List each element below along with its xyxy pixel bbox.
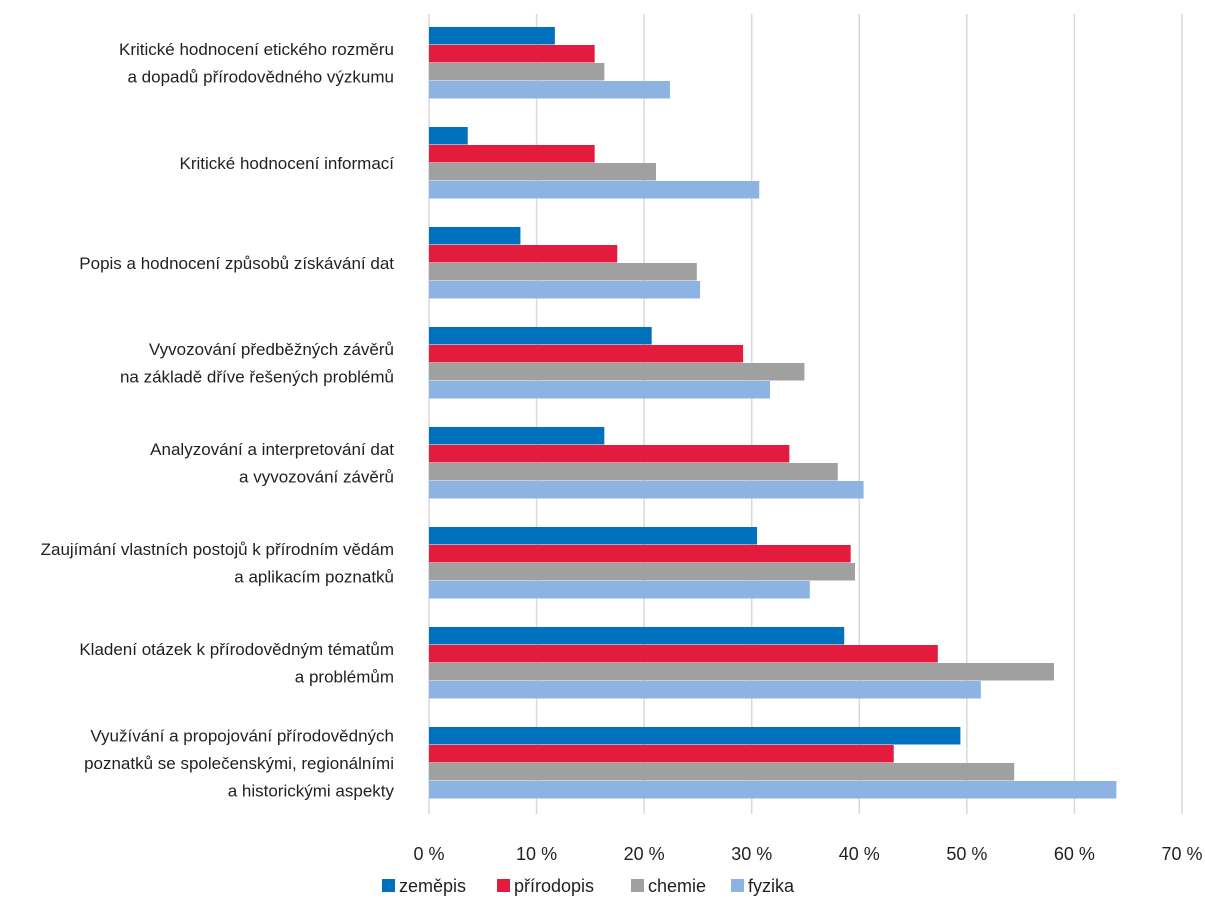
bar-přírodopis-4 bbox=[429, 345, 744, 363]
bar-zeměpis-8 bbox=[429, 727, 961, 745]
category-label-7: Kladení otázek k přírodovědným tématům a … bbox=[79, 640, 394, 687]
category-label-line: Zaujímání vlastních postojů k přírodním … bbox=[41, 540, 394, 559]
bar-chemie-4 bbox=[429, 363, 805, 381]
bar-přírodopis-2 bbox=[429, 145, 595, 163]
category-label-line: a problémům bbox=[295, 668, 394, 687]
bar-fyzika-4 bbox=[429, 381, 771, 399]
bars bbox=[429, 27, 1117, 799]
legend-label-fyzika: fyzika bbox=[748, 876, 795, 896]
category-label-6: Zaujímání vlastních postojů k přírodním … bbox=[41, 540, 394, 587]
bar-chemie-1 bbox=[429, 63, 605, 81]
category-label-line: a aplikacím poznatků bbox=[234, 568, 394, 587]
x-tick-label-70: 70 % bbox=[1161, 844, 1202, 864]
category-label-5: Analyzování a interpretování dat a vyvozo… bbox=[150, 440, 394, 487]
category-label-8: Využívání a propojování přírodovědných po… bbox=[84, 726, 394, 800]
bar-zeměpis-4 bbox=[429, 327, 652, 345]
bar-chemie-3 bbox=[429, 263, 697, 281]
x-axis-tick-labels: 0 % 10 % 20 % 30 % 40 % 50 % 60 % 70 % bbox=[413, 844, 1202, 864]
bar-zeměpis-5 bbox=[429, 427, 605, 445]
legend: zeměpis přírodopis chemie fyzika bbox=[382, 876, 795, 896]
x-tick-label-30: 30 % bbox=[731, 844, 772, 864]
bar-přírodopis-5 bbox=[429, 445, 790, 463]
legend-label-zeměpis: zeměpis bbox=[399, 876, 466, 896]
category-label-line: Využívání a propojování přírodovědných bbox=[90, 726, 394, 745]
category-label-line: a historickými aspekty bbox=[228, 781, 395, 800]
bar-fyzika-6 bbox=[429, 581, 810, 599]
category-label-line: a dopadů přírodovědného výzkumu bbox=[127, 68, 394, 87]
bar-fyzika-7 bbox=[429, 681, 981, 699]
category-label-line: Analyzování a interpretování dat bbox=[150, 440, 394, 459]
category-label-line: na základě dříve řešených problémů bbox=[120, 368, 394, 387]
bar-přírodopis-3 bbox=[429, 245, 618, 263]
category-label-3: Popis a hodnocení způsobů získávání dat bbox=[79, 254, 394, 273]
legend-swatch-chemie bbox=[631, 879, 644, 892]
category-label-1: Kritické hodnocení etického rozměru a dop… bbox=[119, 40, 394, 87]
category-label-line: a vyvozování závěrů bbox=[239, 468, 394, 487]
category-label-line: Kladení otázek k přírodovědným tématům bbox=[79, 640, 394, 659]
bar-přírodopis-1 bbox=[429, 45, 595, 63]
bar-přírodopis-6 bbox=[429, 545, 851, 563]
legend-label-chemie: chemie bbox=[648, 876, 706, 896]
bar-fyzika-3 bbox=[429, 281, 701, 299]
category-label-line: Vyvozování předběžných závěrů bbox=[149, 340, 394, 359]
bar-zeměpis-1 bbox=[429, 27, 555, 45]
x-tick-label-20: 20 % bbox=[624, 844, 665, 864]
bar-zeměpis-3 bbox=[429, 227, 521, 245]
category-labels: Kritické hodnocení etického rozměru a dop… bbox=[41, 40, 395, 800]
bar-fyzika-1 bbox=[429, 81, 670, 99]
bar-zeměpis-2 bbox=[429, 127, 468, 145]
bar-chemie-6 bbox=[429, 563, 855, 581]
x-tick-label-10: 10 % bbox=[516, 844, 557, 864]
bar-chemie-5 bbox=[429, 463, 838, 481]
x-tick-label-50: 50 % bbox=[946, 844, 987, 864]
bar-fyzika-5 bbox=[429, 481, 864, 499]
category-label-4: Vyvozování předběžných závěrů na základě … bbox=[120, 340, 394, 387]
category-label-2: Kritické hodnocení informací bbox=[180, 154, 395, 173]
legend-swatch-přírodopis bbox=[497, 879, 510, 892]
bar-fyzika-2 bbox=[429, 181, 760, 199]
bar-chemie-8 bbox=[429, 763, 1015, 781]
category-label-line: poznatků se společenskými, regionálními bbox=[84, 754, 394, 773]
x-tick-label-60: 60 % bbox=[1054, 844, 1095, 864]
bar-přírodopis-7 bbox=[429, 645, 938, 663]
legend-swatch-fyzika bbox=[731, 879, 744, 892]
bar-chemie-2 bbox=[429, 163, 656, 181]
legend-label-přírodopis: přírodopis bbox=[514, 876, 594, 896]
bar-chemie-7 bbox=[429, 663, 1054, 681]
bar-zeměpis-7 bbox=[429, 627, 845, 645]
category-label-line: Kritické hodnocení etického rozměru bbox=[119, 40, 394, 59]
category-label-line: Popis a hodnocení způsobů získávání dat bbox=[79, 254, 394, 273]
bar-přírodopis-8 bbox=[429, 745, 894, 763]
bar-zeměpis-6 bbox=[429, 527, 758, 545]
x-tick-label-0: 0 % bbox=[413, 844, 444, 864]
bar-fyzika-8 bbox=[429, 781, 1117, 799]
legend-swatch-zeměpis bbox=[382, 879, 395, 892]
category-label-line: Kritické hodnocení informací bbox=[180, 154, 395, 173]
x-tick-label-40: 40 % bbox=[839, 844, 880, 864]
